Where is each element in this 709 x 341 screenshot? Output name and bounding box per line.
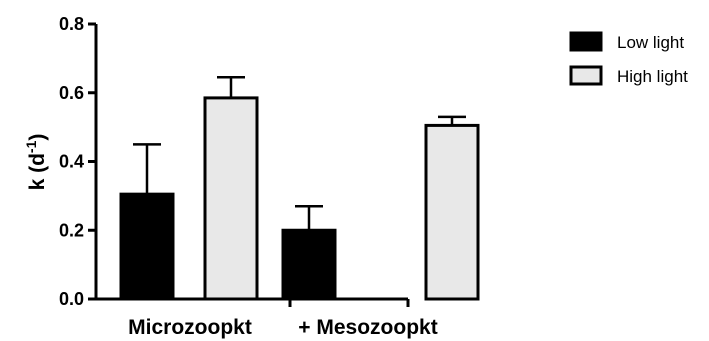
bar-high-light — [203, 96, 259, 301]
y-tick-label: 0.0 — [59, 289, 84, 309]
legend-swatch — [569, 31, 603, 52]
y-tick-label: 0.2 — [59, 220, 84, 240]
x-axis: Microzoopkt + Mesozoopkt — [96, 297, 438, 339]
bar-low-light — [119, 192, 175, 301]
y-tick-label: 0.8 — [59, 14, 84, 34]
x-tick-label: + Mesozoopkt — [298, 316, 437, 339]
y-axis: 0.0 0.2 0.4 0.6 0.8 — [59, 14, 98, 309]
bar-low-light — [281, 228, 337, 301]
legend-label: Low light — [617, 33, 684, 52]
legend-label: High light — [617, 67, 688, 86]
bars — [119, 76, 480, 301]
legend-swatch — [569, 65, 603, 86]
x-tick-label: Microzoopkt — [128, 316, 252, 339]
legend: Low light High light — [569, 31, 688, 86]
bar-high-light — [424, 123, 480, 301]
y-axis-label: k (d-1) — [23, 134, 49, 191]
y-tick-label: 0.4 — [59, 152, 84, 172]
y-tick-label: 0.6 — [59, 83, 84, 103]
